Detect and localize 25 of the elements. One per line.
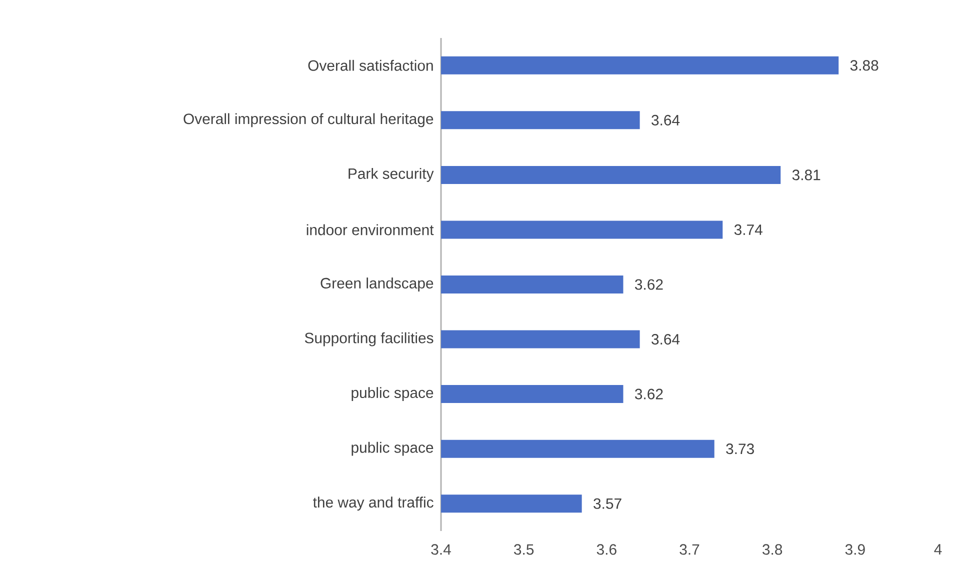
data-label: 3.62 [634,388,663,400]
x-tick-label: 3.5 [514,544,534,555]
x-tick-label: 4 [934,544,942,554]
y-tick-label: Green landscape [320,278,434,292]
y-tick-label: indoor environment [306,224,434,236]
data-label: 3.64 [652,114,680,126]
data-label: 3.64 [652,334,680,345]
y-tick-label: Overall impression of cultural heritage [184,113,434,128]
x-tick-label: 3.7 [680,544,700,555]
y-tick-label: public space [352,442,434,456]
y-tick-label: Supporting facilities [304,332,434,346]
x-tick-label: 3.4 [431,544,451,555]
y-tick-label: the way and traffic [313,496,434,511]
data-label: 3.73 [726,444,754,454]
x-tick-label: 3.9 [845,544,865,555]
data-label: 3.57 [594,498,622,509]
y-tick-label: Overall satisfaction [308,60,433,71]
data-label: 3.62 [634,279,663,290]
y-tick-label: Park security [348,168,434,182]
data-label: 3.88 [850,60,878,71]
x-tick-label: 3.6 [596,544,616,555]
data-label: 3.74 [734,224,762,236]
data-label: 3.81 [792,170,820,180]
x-tick-label: 3.8 [762,544,782,555]
y-tick-label: public space [352,387,434,402]
